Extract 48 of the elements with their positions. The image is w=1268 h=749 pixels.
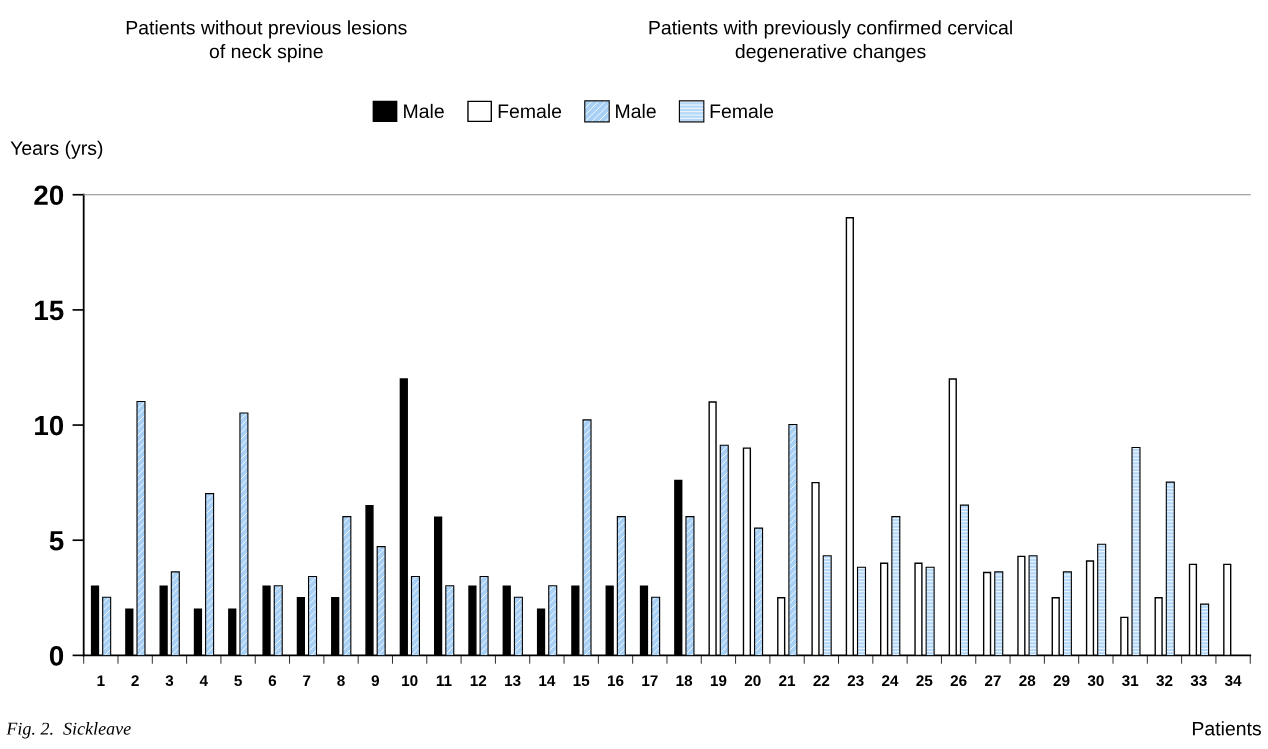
x-tick-label: 19 (710, 675, 727, 687)
caption: Fig. 2. Sickleave (6, 722, 131, 739)
x-tick-label: 14 (539, 675, 556, 686)
x-tick-label: 29 (1053, 675, 1070, 687)
x-tick-label: 27 (984, 675, 1001, 686)
x-tick-label: 24 (882, 675, 899, 686)
x-tick-label: 15 (573, 675, 590, 687)
x-tick-label: 26 (950, 675, 967, 687)
x-tick-label: 1 (97, 675, 105, 686)
x-tick-label: 6 (268, 675, 277, 687)
y-tick-label: 20 (34, 185, 64, 206)
x-tick-label: 25 (916, 675, 933, 687)
x-tick-label: 30 (1087, 675, 1104, 687)
y-axis-title: Years (yrs) (10, 140, 103, 159)
x-tick-label: 12 (470, 675, 487, 686)
x-tick-label: 10 (402, 675, 418, 687)
text: Patients without previous lesions of neck spine (126, 20, 407, 63)
x-tick-label: 32 (1156, 675, 1173, 687)
x-tick-label: 23 (847, 675, 864, 687)
x-tick-label: 18 (676, 675, 693, 687)
x-tick-label: 34 (1224, 675, 1242, 687)
x-tick-label: 8 (337, 675, 345, 687)
x-tick-label: 4 (199, 675, 208, 686)
y-tick-label: 0 (49, 646, 64, 666)
x-tick-label: 17 (642, 675, 658, 686)
x-tick-label: 5 (234, 675, 242, 687)
x-tick-label: 13 (505, 675, 521, 687)
x-tick-label: 22 (813, 675, 830, 686)
legend-label: Female (710, 103, 774, 119)
x-tick-label: 7 (303, 675, 311, 686)
x-tick-label: 2 (131, 675, 139, 686)
x-tick-label: 9 (371, 675, 380, 687)
x-tick-label: 20 (744, 675, 761, 687)
y-tick-label: 15 (35, 300, 64, 321)
legend-label: Male (404, 103, 444, 119)
legend-label: Male (616, 103, 656, 119)
x-tick-label: 31 (1122, 675, 1139, 687)
y-tick-label: 5 (49, 531, 64, 551)
text: Patients with previously confirmed cervical degenerative changes (649, 20, 1012, 63)
legend-label: Female (498, 103, 562, 119)
x-tick-label: 16 (607, 675, 624, 687)
x-tick-label: 3 (165, 675, 174, 687)
y-tick-label: 10 (35, 415, 64, 436)
x-tick-label: 11 (436, 675, 452, 686)
x-tick-label: 28 (1019, 675, 1036, 687)
x-tick-label: 33 (1190, 675, 1207, 687)
x-tick-label: 21 (779, 675, 796, 686)
x-axis-title: Patients (1193, 721, 1261, 736)
